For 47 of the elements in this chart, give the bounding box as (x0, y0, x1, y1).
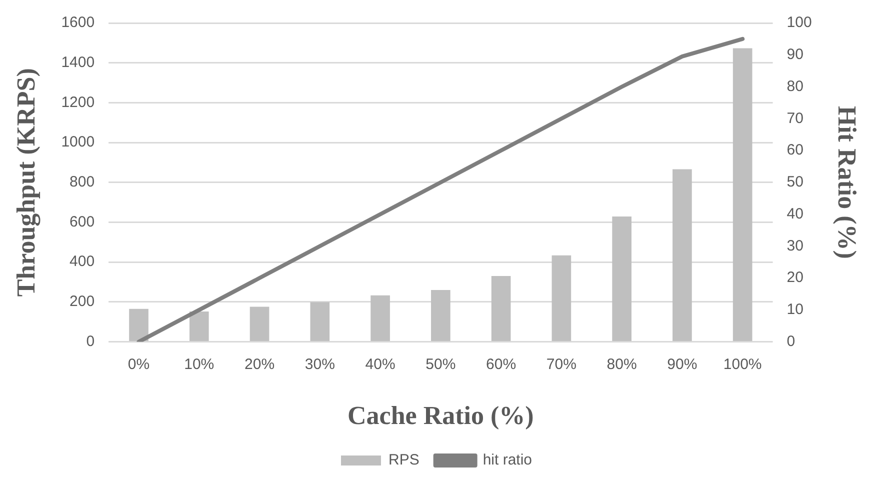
bar (250, 306, 270, 342)
y-tick-label: 0 (86, 332, 95, 350)
y2-tick-label: 10 (786, 301, 804, 318)
legend-label: hit ratio (482, 452, 532, 469)
x-tick-label: 60% (486, 356, 516, 373)
bar (431, 290, 450, 342)
y2-tick-label: 40 (786, 205, 804, 222)
x-tick-label: 0% (128, 356, 150, 373)
y-tick-label: 800 (70, 174, 95, 191)
x-tick-label: 70% (546, 356, 576, 373)
x-tick-label: 100% (723, 356, 762, 373)
x-tick-label: 80% (606, 356, 637, 373)
y2-tick-label: 50 (786, 174, 804, 191)
y2-tick-label: 30 (786, 237, 804, 254)
bar (189, 312, 209, 342)
x-axis-title: Cache Ratio (%) (348, 401, 534, 430)
bar (552, 255, 572, 342)
x-tick-label: 20% (244, 356, 275, 373)
y2-tick-label: 20 (786, 269, 804, 286)
y-tick-label: 1000 (61, 134, 95, 151)
y2-tick-label: 0 (786, 332, 796, 350)
y-tick-label: 1600 (61, 14, 95, 32)
x-tick-label: 30% (304, 356, 335, 373)
x-tick-label: 90% (667, 356, 698, 373)
y2-tick-label: 80 (786, 78, 804, 95)
legend-label: RPS (388, 452, 420, 469)
bar (129, 308, 148, 342)
bar (612, 216, 632, 342)
bar (672, 169, 692, 342)
x-tick-label: 10% (184, 356, 214, 373)
y-tick-label: 600 (70, 213, 95, 230)
y2-tick-label: 60 (786, 142, 804, 159)
y-axis-title: Throughput (KRPS) (11, 68, 40, 297)
y2-tick-label: 90 (786, 46, 804, 64)
x-tick-label: 50% (426, 356, 456, 373)
y-tick-label: 1200 (61, 94, 95, 111)
y-tick-label: 200 (70, 293, 95, 310)
bar (491, 276, 511, 342)
y-tick-label: 400 (70, 253, 95, 270)
y2-axis-title: Hit Ratio (%) (832, 106, 862, 259)
y2-tick-label: 70 (786, 110, 804, 127)
y2-tick-label: 100 (786, 14, 812, 32)
y-tick-label: 1400 (61, 54, 95, 71)
bar (732, 48, 752, 342)
bar (370, 295, 390, 342)
bar (310, 302, 330, 342)
x-tick-label: 40% (365, 356, 396, 373)
